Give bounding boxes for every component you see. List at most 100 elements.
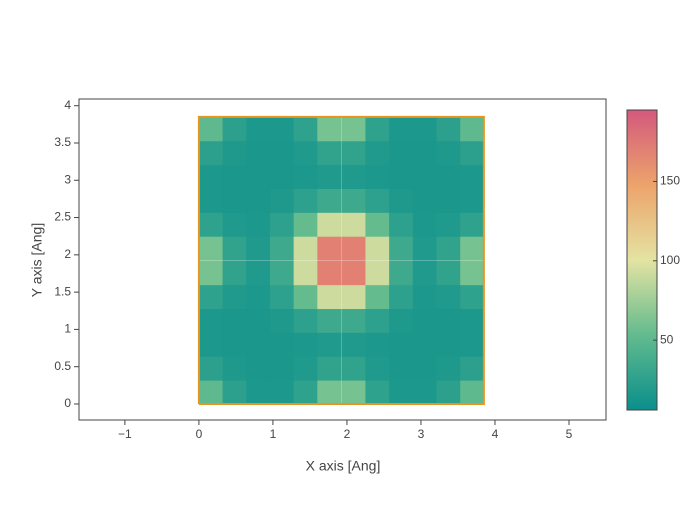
colorbar-tick-label: 150 [660, 174, 680, 188]
heat-cell [317, 188, 342, 213]
heat-cell [436, 284, 461, 310]
heat-cell [269, 380, 295, 405]
heat-cell [460, 164, 485, 189]
heat-cell [365, 140, 390, 166]
heat-cell [389, 356, 414, 381]
heat-cell [341, 380, 366, 405]
x-tick-label: 1 [270, 427, 277, 441]
heat-cell [293, 236, 318, 261]
heat-cell [269, 236, 295, 261]
y-tick-label: 2 [64, 247, 71, 261]
heat-cell [246, 308, 271, 333]
heat-cell [246, 212, 271, 237]
heat-cell [389, 284, 414, 310]
heat-cell [460, 260, 485, 286]
heat-cell [246, 188, 271, 213]
heat-cell [222, 332, 247, 357]
heat-cell [341, 188, 366, 213]
heat-cell [365, 332, 390, 357]
heat-cell [412, 236, 438, 261]
heat-cell [341, 356, 366, 381]
heat-cell [365, 260, 390, 286]
x-tick-label: 3 [418, 427, 425, 441]
heat-cell [269, 212, 295, 237]
heat-cell [389, 212, 414, 237]
heat-cell [293, 356, 318, 381]
heat-cell [198, 356, 224, 381]
heat-cell [222, 164, 247, 189]
heat-cell [341, 116, 366, 142]
heat-cell [222, 308, 247, 333]
heat-cell [269, 260, 295, 286]
heat-cell [246, 356, 271, 381]
heat-cell [412, 284, 438, 310]
heat-cell [198, 332, 224, 357]
heat-cell [460, 356, 485, 381]
y-tick-label: 0.5 [54, 359, 71, 373]
heat-cell [222, 140, 247, 166]
y-tick-label: 2.5 [54, 210, 71, 224]
heat-cell [317, 116, 342, 142]
heat-cell [269, 356, 295, 381]
heat-cell [412, 116, 438, 142]
heat-cell [341, 308, 366, 333]
heat-cell [412, 140, 438, 166]
colorbar [626, 109, 658, 411]
x-tick-label: 0 [196, 427, 203, 441]
heat-cell [246, 260, 271, 286]
heat-cell [269, 140, 295, 166]
heat-cell [460, 236, 485, 261]
heat-cell [365, 212, 390, 237]
heat-cell [460, 284, 485, 310]
heat-cell [412, 212, 438, 237]
heat-cell [222, 260, 247, 286]
heat-cell [198, 308, 224, 333]
y-tick-label: 4 [64, 98, 71, 112]
heat-cell [198, 140, 224, 166]
heat-cell [317, 212, 342, 237]
heat-cell [436, 188, 461, 213]
heat-cell [389, 164, 414, 189]
heat-cell [460, 188, 485, 213]
heat-cell [222, 236, 247, 261]
heat-cell [389, 332, 414, 357]
heat-cell [389, 140, 414, 166]
heat-cell [246, 140, 271, 166]
heat-cell [460, 212, 485, 237]
heat-cell [246, 284, 271, 310]
plot-frame [78, 98, 607, 421]
heat-cell [436, 260, 461, 286]
heat-cell [269, 188, 295, 213]
heat-cell [269, 332, 295, 357]
heat-cell [293, 212, 318, 237]
heat-cell [365, 356, 390, 381]
heat-cell [198, 380, 224, 405]
heat-cell [198, 116, 224, 142]
heat-cell [436, 380, 461, 405]
heat-cell [436, 236, 461, 261]
y-tick-label: 1.5 [54, 284, 71, 298]
heat-cell [246, 236, 271, 261]
heat-cell [412, 380, 438, 405]
heat-cell [341, 284, 366, 310]
heat-cell [412, 308, 438, 333]
heat-cell [317, 164, 342, 189]
heat-cell [222, 356, 247, 381]
heat-cell [341, 140, 366, 166]
heat-cell [293, 140, 318, 166]
heat-cell [460, 140, 485, 166]
heat-cell [436, 308, 461, 333]
heat-cell [389, 308, 414, 333]
heat-cell [412, 164, 438, 189]
heat-cell [412, 356, 438, 381]
colorbar-tick-label: 50 [660, 332, 674, 346]
heat-cell [412, 260, 438, 286]
heat-cell [317, 284, 342, 310]
heat-cell [246, 116, 271, 142]
heat-cell [365, 164, 390, 189]
heat-cell [460, 116, 485, 142]
y-tick-label: 3.5 [54, 135, 71, 149]
heat-cell [198, 260, 224, 286]
heat-cell [436, 116, 461, 142]
